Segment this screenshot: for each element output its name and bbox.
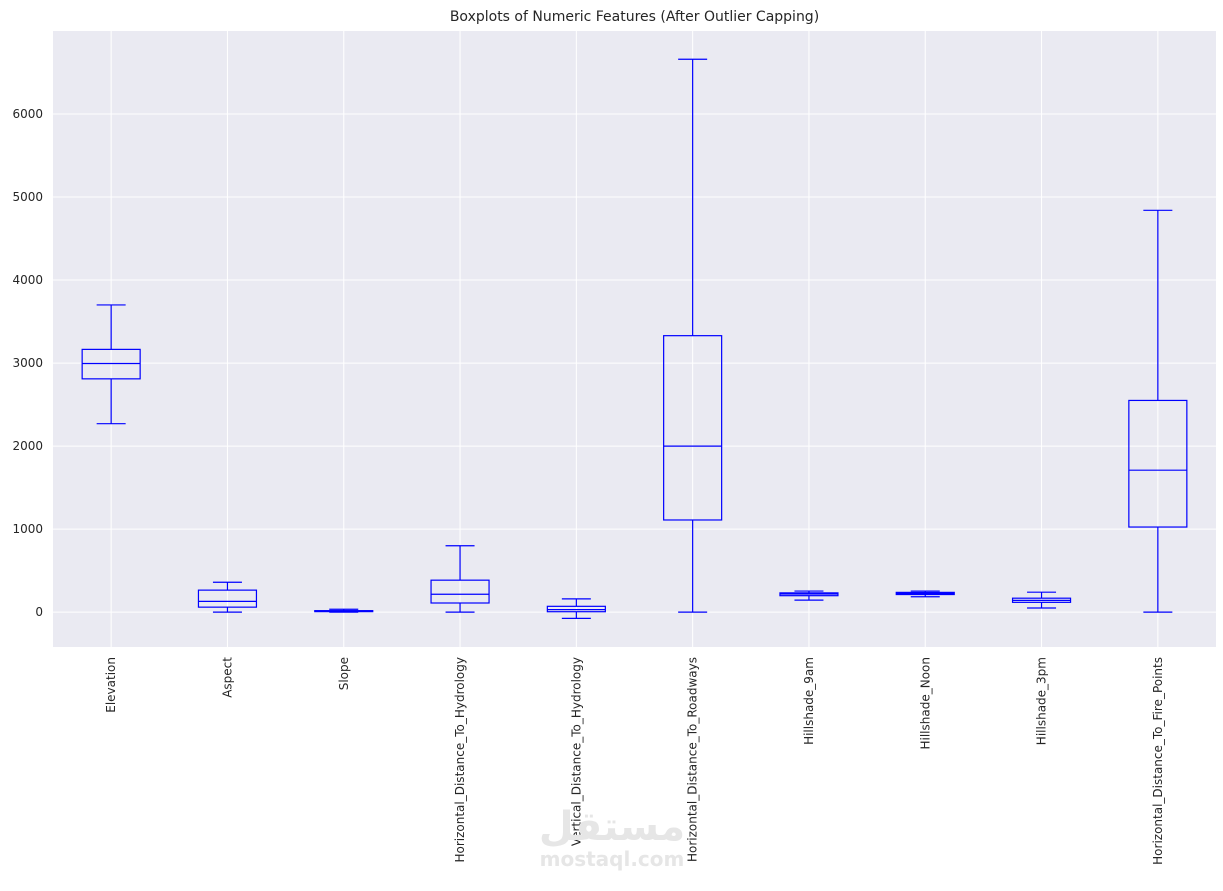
y-tick-labels: 0 1000 2000 3000 4000 5000 6000 — [12, 107, 43, 619]
x-tick-label: Horizontal_Distance_To_Roadways — [686, 657, 700, 862]
y-tick-label: 2000 — [12, 439, 43, 453]
plot-area — [53, 31, 1216, 647]
box-group — [779, 590, 839, 601]
box-group — [895, 590, 955, 598]
box-group — [430, 545, 490, 613]
x-tick-label: Hillshade_3pm — [1035, 657, 1049, 745]
x-tick-label: Hillshade_Noon — [918, 657, 932, 750]
box-group — [197, 581, 258, 613]
x-tick-label: Horizontal_Distance_To_Hydrology — [453, 657, 467, 863]
box-group — [663, 58, 723, 613]
box-group — [1128, 209, 1188, 613]
y-tick-label: 0 — [35, 605, 43, 619]
y-tick-label: 1000 — [12, 522, 43, 536]
watermark-latin: mostaql.com — [539, 847, 685, 871]
y-tick-label: 3000 — [12, 356, 43, 370]
y-tick-label: 4000 — [12, 273, 43, 287]
box-group — [546, 598, 606, 619]
box-iqr — [81, 348, 141, 380]
x-tick-labels: Elevation Aspect Slope Horizontal_Distance_… — [104, 657, 1165, 865]
box-group — [81, 304, 141, 425]
box-iqr — [663, 335, 723, 521]
box-iqr — [430, 579, 490, 604]
y-tick-label: 6000 — [12, 107, 43, 121]
box-iqr — [546, 605, 606, 613]
grid-lines — [53, 31, 1216, 647]
x-tick-label: Horizontal_Distance_To_Fire_Points — [1151, 657, 1165, 865]
box-iqr — [1128, 399, 1188, 528]
box-iqr — [197, 589, 258, 608]
chart-title: Boxplots of Numeric Features (After Outl… — [450, 9, 819, 25]
x-tick-label: Aspect — [220, 657, 234, 698]
x-tick-label: Vertical_Distance_To_Hydrology — [569, 657, 583, 846]
box-group — [1011, 591, 1072, 609]
boxes — [81, 58, 1188, 619]
x-tick-label: Slope — [337, 657, 351, 690]
box-group — [314, 608, 374, 613]
x-tick-label: Hillshade_9am — [802, 657, 816, 745]
watermark: مستقل mostaql.com — [536, 806, 688, 870]
x-tick-label: Elevation — [104, 657, 118, 713]
watermark-arabic: مستقل — [538, 804, 686, 850]
y-tick-label: 5000 — [12, 190, 43, 204]
